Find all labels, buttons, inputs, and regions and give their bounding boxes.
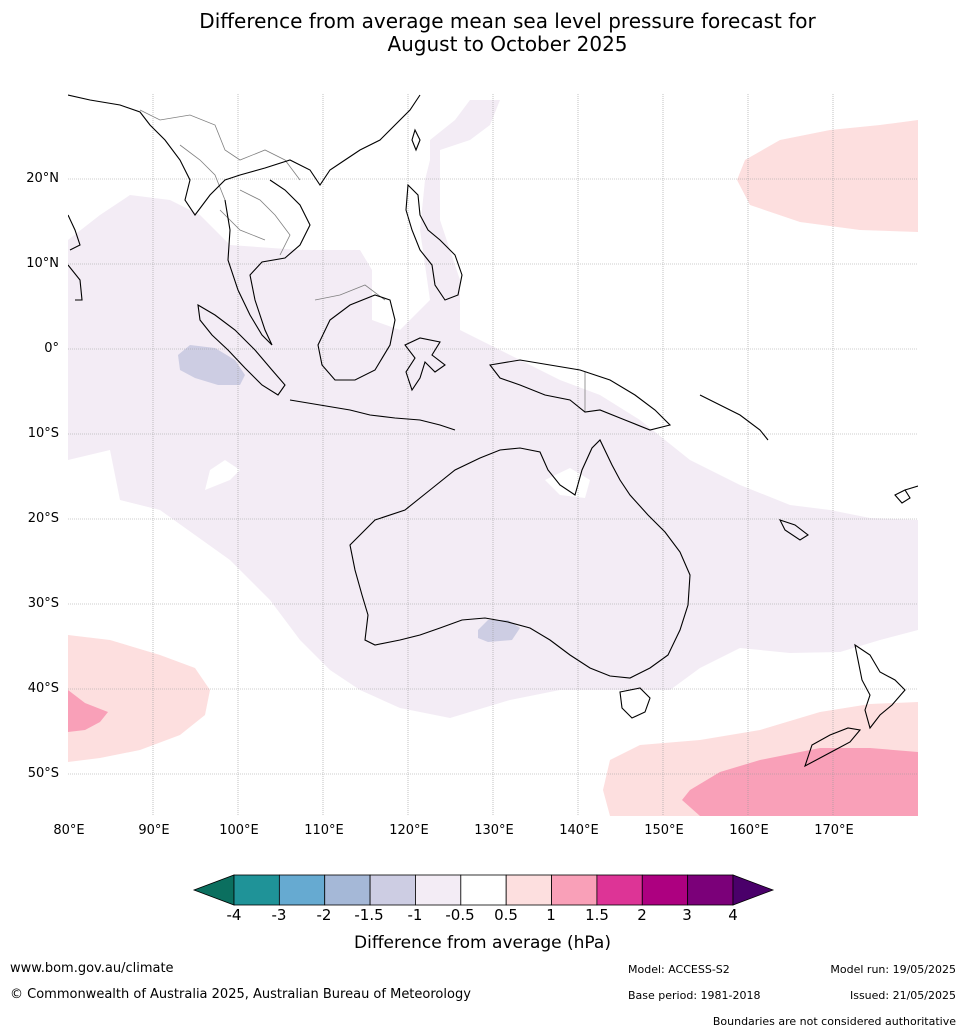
colorbar-tick: -1	[407, 906, 423, 924]
disclaimer-text: Boundaries are not considered authoritat…	[712, 1015, 956, 1028]
colorbar-tick: 1	[546, 906, 556, 924]
lon-label-130e: 130°E	[474, 823, 514, 838]
colorbar	[192, 874, 775, 906]
colorbar-swatch	[278, 874, 326, 906]
lon-label-110e: 110°E	[304, 823, 344, 838]
copyright-text: © Commonwealth of Australia 2025, Austra…	[10, 987, 471, 1002]
colorbar-label: Difference from average (hPa)	[354, 933, 611, 953]
colorbar-tick: 1.5	[585, 906, 609, 924]
anomaly-plus-1-region-southwest	[68, 690, 108, 732]
colorbar-swatch	[551, 874, 598, 906]
colorbar-extend-high	[732, 874, 775, 906]
lon-label-140e: 140°E	[559, 823, 599, 838]
colorbar-extend-low	[192, 874, 235, 906]
anomaly-minus-1-to-minus-1.5-region-indian-ocean	[178, 345, 245, 385]
anomaly-plus-1-region-southeast	[682, 748, 918, 816]
title-line-2: August to October 2025	[387, 32, 628, 56]
anomaly-minus-1-to-minus-1.5-region-bight	[478, 620, 520, 642]
website-link[interactable]: www.bom.gov.au/climate	[10, 961, 174, 976]
colorbar-tick: -3	[271, 906, 287, 924]
lat-label-20n: 20°N	[26, 171, 59, 186]
anomaly-hole-near-australia-north	[205, 460, 240, 490]
lon-label-160e: 160°E	[729, 823, 769, 838]
lat-label-50s: 50°S	[27, 766, 59, 781]
lon-label-100e: 100°E	[219, 823, 259, 838]
lon-label-150e: 150°E	[644, 823, 684, 838]
colorbar-tick: -4	[226, 906, 242, 924]
colorbar-swatch	[460, 874, 507, 906]
colorbar-tick: 0.5	[494, 906, 518, 924]
colorbar-swatch	[641, 874, 689, 906]
colorbar-tick: -2	[316, 906, 332, 924]
lat-label-10s: 10°S	[27, 426, 59, 441]
gridlines	[68, 94, 918, 816]
colorbar-tick: 3	[682, 906, 692, 924]
title-line-1: Difference from average mean sea level p…	[199, 9, 816, 33]
colorbar-swatch	[596, 874, 643, 906]
colorbar-swatch	[415, 874, 462, 906]
issued-text: Issued: 21/05/2025	[849, 989, 956, 1002]
lat-label-20s: 20°S	[27, 511, 59, 526]
lat-label-0: 0°	[44, 341, 59, 356]
colorbar-swatch	[233, 874, 280, 906]
lat-label-30s: 30°S	[27, 596, 59, 611]
map-title: Difference from average mean sea level p…	[0, 10, 965, 56]
colorbar-swatch	[324, 874, 371, 906]
anomaly-plus-0.5-region-southwest	[68, 635, 210, 762]
base-period-text: Base period: 1981-2018	[628, 989, 761, 1002]
colorbar-tick: -1.5	[354, 906, 384, 924]
colorbar-swatch	[369, 874, 416, 906]
model-run-text: Model run: 19/05/2025	[830, 963, 956, 976]
colorbar-tick: 4	[728, 906, 738, 924]
country-borders	[139, 109, 586, 412]
coastlines	[68, 94, 918, 768]
lon-label-80e: 80°E	[53, 823, 85, 838]
anomaly-plus-0.5-region-north-pacific	[737, 120, 918, 232]
colorbar-swatch	[505, 874, 552, 906]
lon-label-120e: 120°E	[389, 823, 429, 838]
lon-label-170e: 170°E	[814, 823, 854, 838]
lat-label-10n: 10°N	[26, 256, 59, 271]
lat-label-40s: 40°S	[27, 681, 59, 696]
anomaly-hole-coral-sea	[545, 468, 590, 498]
lon-label-90e: 90°E	[138, 823, 170, 838]
colorbar-tick: 2	[637, 906, 647, 924]
colorbar-tick: -0.5	[445, 906, 475, 924]
map-area	[68, 94, 918, 816]
colorbar-swatch	[687, 874, 734, 906]
model-text: Model: ACCESS-S2	[628, 963, 730, 976]
